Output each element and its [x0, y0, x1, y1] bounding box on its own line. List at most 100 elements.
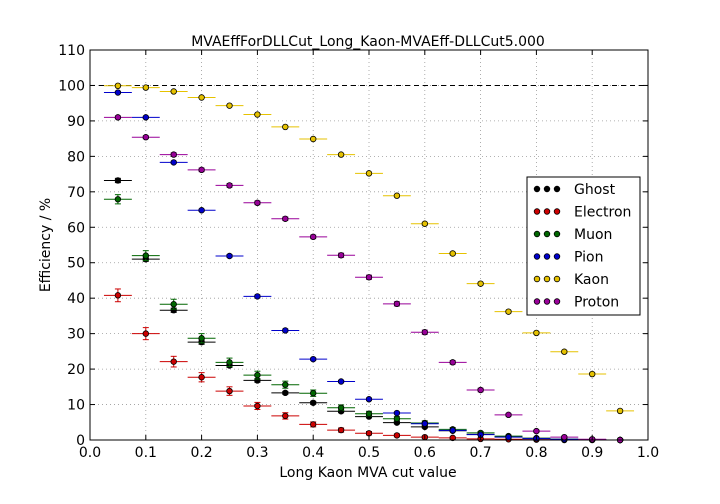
- x-tick-label: 0.9: [581, 445, 603, 461]
- legend-marker: [543, 275, 551, 283]
- legend-marker: [553, 208, 561, 215]
- data-point: [449, 250, 456, 257]
- data-point: [337, 426, 345, 434]
- y-tick-label: 90: [67, 114, 85, 130]
- data-marks: [103, 82, 635, 444]
- legend-marker: [553, 275, 561, 283]
- legend-item-electron: Electron: [533, 205, 631, 221]
- legend-item-pion: Pion: [533, 250, 603, 266]
- data-point: [337, 378, 345, 385]
- data-point: [505, 411, 512, 419]
- data-point: [254, 111, 261, 118]
- data-point: [114, 82, 122, 90]
- legend-marker: [533, 298, 541, 305]
- data-point: [616, 407, 624, 415]
- data-point: [282, 123, 289, 131]
- x-tick-label: 0.7: [469, 445, 491, 461]
- legend-box: [526, 176, 641, 316]
- data-point: [170, 151, 177, 158]
- data-point: [226, 387, 233, 395]
- legend-marker: [533, 208, 541, 215]
- data-point: [198, 335, 205, 342]
- data-point: [337, 151, 345, 158]
- series-kaon: [103, 82, 635, 415]
- legend-marker: [543, 185, 551, 193]
- data-point: [170, 88, 177, 95]
- data-point: [505, 308, 512, 315]
- legend-marker: [553, 230, 561, 238]
- series-pion: [103, 89, 635, 444]
- data-point: [449, 434, 456, 442]
- data-point: [477, 280, 484, 287]
- axis-ticks: 0.0 0.1 0.2 0.3 0.4 0.5 0.6 0.7 0.8 0.9 1.0 0 10 20 30…: [58, 43, 659, 461]
- data-point: [337, 252, 345, 259]
- legend-marker: [553, 185, 561, 193]
- data-point: [170, 159, 177, 166]
- legend: Ghost Electron Muon Pion Kaon Proton: [526, 176, 641, 316]
- legend-item-proton: Proton: [533, 295, 619, 311]
- y-tick-label: 10: [67, 398, 85, 414]
- legend-marker: [533, 275, 541, 283]
- data-point: [505, 433, 512, 441]
- legend-marker: [533, 253, 541, 260]
- data-point: [421, 220, 428, 227]
- data-point: [198, 166, 205, 174]
- x-axis-label: Long Kaon MVA cut value: [279, 465, 456, 481]
- x-tick-label: 0.4: [302, 445, 324, 461]
- data-point: [142, 252, 149, 259]
- y-tick-label: 70: [67, 185, 85, 201]
- data-point: [254, 293, 261, 300]
- data-point: [254, 199, 261, 207]
- data-point: [393, 432, 401, 439]
- data-point: [226, 359, 233, 366]
- data-point: [393, 192, 401, 199]
- data-point: [477, 386, 484, 394]
- data-point: [282, 412, 289, 420]
- data-point: [114, 89, 122, 96]
- legend-marker: [553, 253, 561, 260]
- legend-item-kaon: Kaon: [533, 272, 609, 288]
- legend-label: Muon: [574, 227, 612, 243]
- y-tick-label: 20: [67, 362, 85, 378]
- data-point: [533, 329, 540, 337]
- data-point: [310, 421, 317, 428]
- data-point: [365, 274, 373, 281]
- data-point: [533, 427, 540, 435]
- data-point: [310, 355, 317, 363]
- data-point: [365, 170, 373, 177]
- data-point: [393, 415, 401, 422]
- data-point: [282, 215, 289, 222]
- data-point: [226, 102, 233, 109]
- data-point: [142, 330, 149, 337]
- data-point: [310, 135, 317, 143]
- data-point: [449, 427, 456, 434]
- data-point: [142, 134, 149, 141]
- legend-marker: [553, 298, 561, 305]
- data-point: [170, 358, 177, 365]
- y-tick-label: 60: [67, 220, 85, 236]
- x-tick-label: 0.8: [525, 445, 547, 461]
- data-point: [365, 410, 373, 417]
- data-point: [310, 233, 317, 241]
- legend-item-muon: Muon: [533, 227, 612, 243]
- y-axis-label: Efficiency / %: [38, 198, 54, 292]
- data-point: [282, 389, 289, 397]
- legend-marker: [543, 253, 551, 260]
- data-point: [337, 404, 345, 411]
- data-point: [393, 300, 401, 308]
- legend-label: Electron: [574, 205, 631, 221]
- data-point: [310, 399, 317, 406]
- data-point: [142, 84, 149, 91]
- data-point: [198, 374, 205, 381]
- data-point: [114, 114, 122, 121]
- data-point: [282, 327, 289, 334]
- data-point: [226, 252, 233, 260]
- series-proton: [103, 114, 635, 444]
- x-tick-label: 1.0: [637, 445, 659, 461]
- legend-marker: [543, 208, 551, 215]
- data-point: [561, 433, 568, 441]
- y-tick-label: 30: [67, 327, 85, 343]
- y-tick-label: 110: [58, 43, 85, 59]
- chart-title: MVAEffForDLLCut_Long_Kaon-MVAEff-DLLCut5…: [191, 34, 545, 50]
